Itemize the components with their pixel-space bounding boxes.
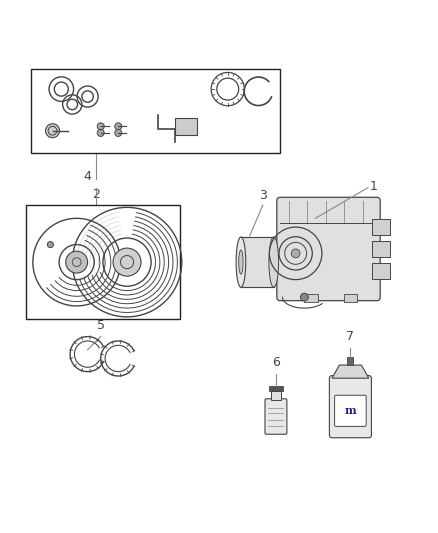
- Text: 3: 3: [259, 189, 267, 202]
- Text: 6: 6: [272, 357, 280, 369]
- Bar: [269, 386, 283, 391]
- Bar: [304, 294, 318, 302]
- Circle shape: [97, 130, 104, 136]
- Circle shape: [113, 248, 141, 276]
- Ellipse shape: [239, 250, 243, 274]
- Circle shape: [97, 123, 104, 130]
- Polygon shape: [332, 365, 369, 378]
- Circle shape: [300, 293, 308, 301]
- FancyBboxPatch shape: [265, 399, 287, 434]
- Text: 2: 2: [92, 188, 100, 200]
- Ellipse shape: [236, 237, 246, 287]
- Bar: [347, 357, 353, 365]
- Circle shape: [115, 123, 122, 130]
- FancyBboxPatch shape: [335, 395, 366, 426]
- Ellipse shape: [269, 237, 279, 287]
- Text: 4: 4: [84, 170, 92, 183]
- Bar: [344, 294, 357, 302]
- Text: m: m: [345, 405, 356, 416]
- Bar: [271, 391, 281, 400]
- Polygon shape: [175, 118, 197, 135]
- Circle shape: [66, 251, 88, 273]
- Bar: [26, 205, 180, 319]
- Circle shape: [115, 130, 122, 136]
- Bar: [31, 69, 280, 152]
- Text: 5: 5: [97, 319, 105, 332]
- FancyBboxPatch shape: [277, 197, 380, 301]
- Circle shape: [47, 241, 53, 248]
- Circle shape: [46, 124, 60, 138]
- Text: 7: 7: [346, 330, 354, 343]
- Bar: [372, 241, 390, 257]
- Bar: [372, 263, 390, 279]
- Polygon shape: [241, 237, 274, 287]
- Circle shape: [291, 249, 300, 258]
- FancyBboxPatch shape: [329, 376, 371, 438]
- Bar: [372, 219, 390, 235]
- Text: 1: 1: [370, 180, 378, 193]
